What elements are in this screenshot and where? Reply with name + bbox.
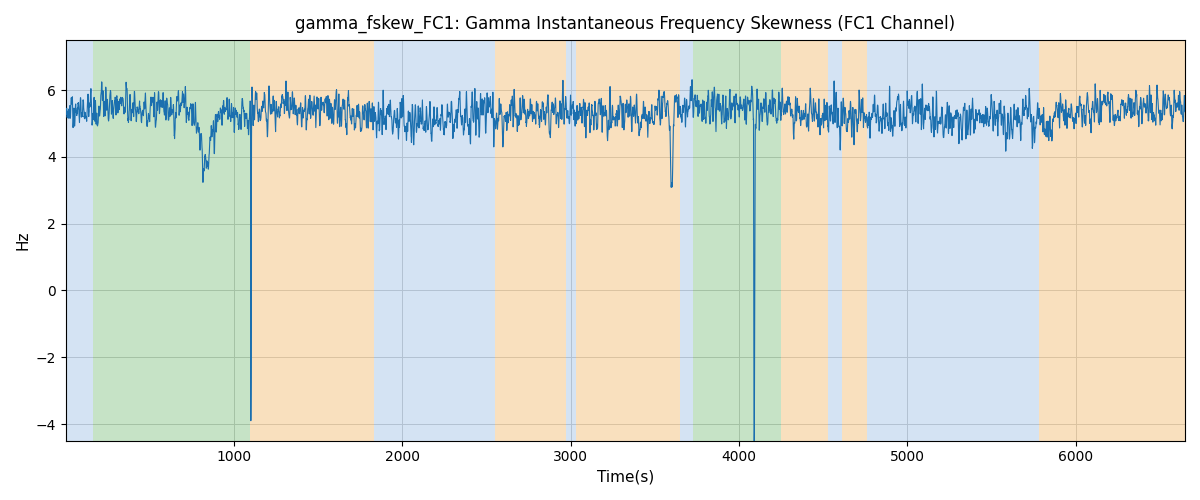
X-axis label: Time(s): Time(s): [596, 470, 654, 485]
Bar: [680, 40, 694, 440]
Y-axis label: Hz: Hz: [16, 230, 30, 250]
Bar: [250, 40, 373, 440]
Bar: [1019, 40, 1038, 440]
Bar: [866, 40, 1019, 440]
Bar: [565, 40, 576, 440]
Bar: [1038, 40, 1184, 440]
Bar: [494, 40, 565, 440]
Bar: [373, 40, 494, 440]
Bar: [694, 40, 781, 440]
Bar: [576, 40, 680, 440]
Bar: [841, 40, 866, 440]
Bar: [66, 40, 94, 440]
Bar: [828, 40, 841, 440]
Bar: [94, 40, 250, 440]
Bar: [781, 40, 828, 440]
Title: gamma_fskew_FC1: Gamma Instantaneous Frequency Skewness (FC1 Channel): gamma_fskew_FC1: Gamma Instantaneous Fre…: [295, 15, 955, 34]
